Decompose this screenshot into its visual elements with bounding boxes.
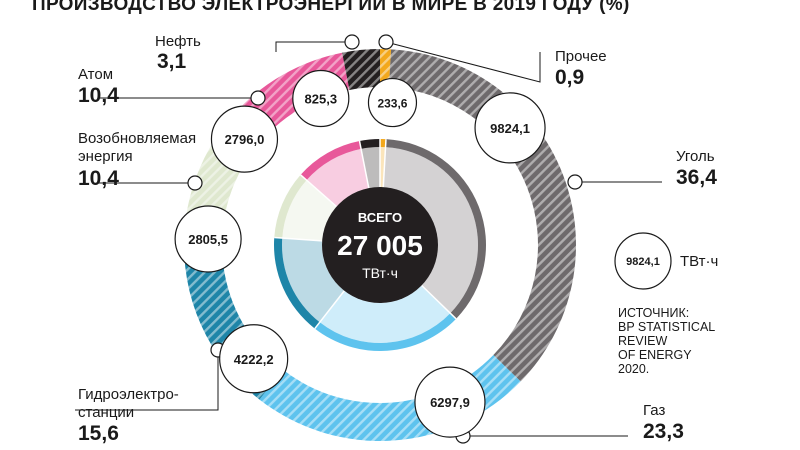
source-note: ИСТОЧНИК: BP STATISTICAL REVIEW OF ENERG… <box>618 306 715 376</box>
inner-separator <box>358 140 370 189</box>
inner-rim-gas <box>314 313 457 352</box>
inner-rim-other <box>380 139 386 148</box>
value-renewable: 10,4 <box>78 167 119 190</box>
value-nuclear: 10,4 <box>78 84 119 107</box>
inner-separator <box>314 290 345 330</box>
value-bubble-label-gas: 6297,9 <box>430 395 470 410</box>
label-nuclear: Атом <box>78 66 114 83</box>
value-bubble-label-nuclear: 2796,0 <box>225 132 265 147</box>
inner-slice-hydro <box>282 238 345 323</box>
inner-ring <box>274 139 487 352</box>
value-bubble-renewable <box>174 205 242 273</box>
inner-slice-oil <box>361 147 380 189</box>
value-oil: 3,1 <box>157 50 187 73</box>
leader-line-other <box>385 41 541 83</box>
leader-marker-nuclear <box>250 90 266 106</box>
label-hydro-line2: станции <box>78 404 135 421</box>
center-disc <box>322 187 438 303</box>
legend-sample: 9824,1 ТВт·ч <box>614 232 718 290</box>
inner-separator <box>382 139 387 188</box>
value-bubbles: 233,6 9824,1 6297,9 4222,2 2805,5 2796,0 825,3 <box>174 69 546 438</box>
legend-sample-value: 9824,1 <box>626 256 660 268</box>
label-oil: Нефть <box>155 33 201 50</box>
label-coal: Уголь <box>676 148 715 165</box>
leader-line-hydro <box>75 350 219 411</box>
inner-separator <box>300 174 338 208</box>
label-gas: Газ <box>643 402 666 419</box>
outer-slice-oil <box>342 49 380 90</box>
value-bubble-label-coal: 9824,1 <box>490 121 530 136</box>
inner-slice-other <box>380 147 386 188</box>
label-renewable-line1: Возобновляемая <box>78 130 197 147</box>
source-line: 2020. <box>618 362 650 376</box>
value-bubble-coal <box>474 92 546 164</box>
inner-slice-gas <box>319 285 451 344</box>
value-bubble-hydro <box>219 324 289 394</box>
value-coal: 36,4 <box>676 166 717 189</box>
value-hydro: 15,6 <box>78 422 119 445</box>
leader-marker-other <box>378 34 394 50</box>
value-bubble-oil <box>292 69 350 128</box>
leader-marker-renewable <box>187 175 203 191</box>
inner-rim-renewable <box>274 174 307 239</box>
center-unit: ТВт·ч <box>362 265 398 281</box>
leader-marker-coal <box>567 174 583 190</box>
label-other: Прочее <box>555 48 607 65</box>
value-bubble-gas <box>414 366 486 438</box>
label-hydro-line1: Гидроэлектро- <box>78 386 179 403</box>
inner-rim-oil <box>359 139 380 149</box>
label-renewable-line2: энергия <box>78 148 133 165</box>
chart-title: ПРОИЗВОДСТВО ЭЛЕКТРОЭНЕРГИИ В МИРЕ В 201… <box>32 0 630 15</box>
value-gas: 23,3 <box>643 420 684 443</box>
outer-slice-other <box>380 49 392 88</box>
center-total: ВСЕГО 27 005 ТВт·ч <box>322 187 438 303</box>
inner-separator <box>274 236 323 242</box>
inner-rim-coal <box>385 139 487 319</box>
center-top-label: ВСЕГО <box>358 210 402 225</box>
value-bubble-nuclear <box>210 105 279 173</box>
inner-slice-nuclear <box>306 148 369 207</box>
source-line: OF ENERGY <box>618 348 692 362</box>
legend-unit: ТВт·ч <box>680 253 718 270</box>
center-total-value: 27 005 <box>337 230 423 261</box>
leader-marker-oil <box>344 34 360 50</box>
value-bubble-label-oil: 825,3 <box>305 92 338 107</box>
inner-separator <box>421 284 457 320</box>
inner-rim-nuclear <box>300 141 362 181</box>
source-line: ИСТОЧНИК: <box>618 306 690 320</box>
value-bubble-label-renewable: 2805,5 <box>188 232 228 247</box>
leader-line-oil <box>275 41 352 52</box>
inner-slice-coal <box>383 147 478 314</box>
value-bubble-other <box>367 77 418 128</box>
source-line: REVIEW <box>618 334 668 348</box>
value-bubble-label-hydro: 4222,2 <box>234 352 274 367</box>
inner-rim-hydro <box>274 237 320 329</box>
value-other: 0,9 <box>555 66 585 89</box>
value-bubble-label-other: 233,6 <box>377 97 407 111</box>
legend-sample-circle <box>614 232 672 290</box>
source-line: BP STATISTICAL <box>618 320 716 334</box>
